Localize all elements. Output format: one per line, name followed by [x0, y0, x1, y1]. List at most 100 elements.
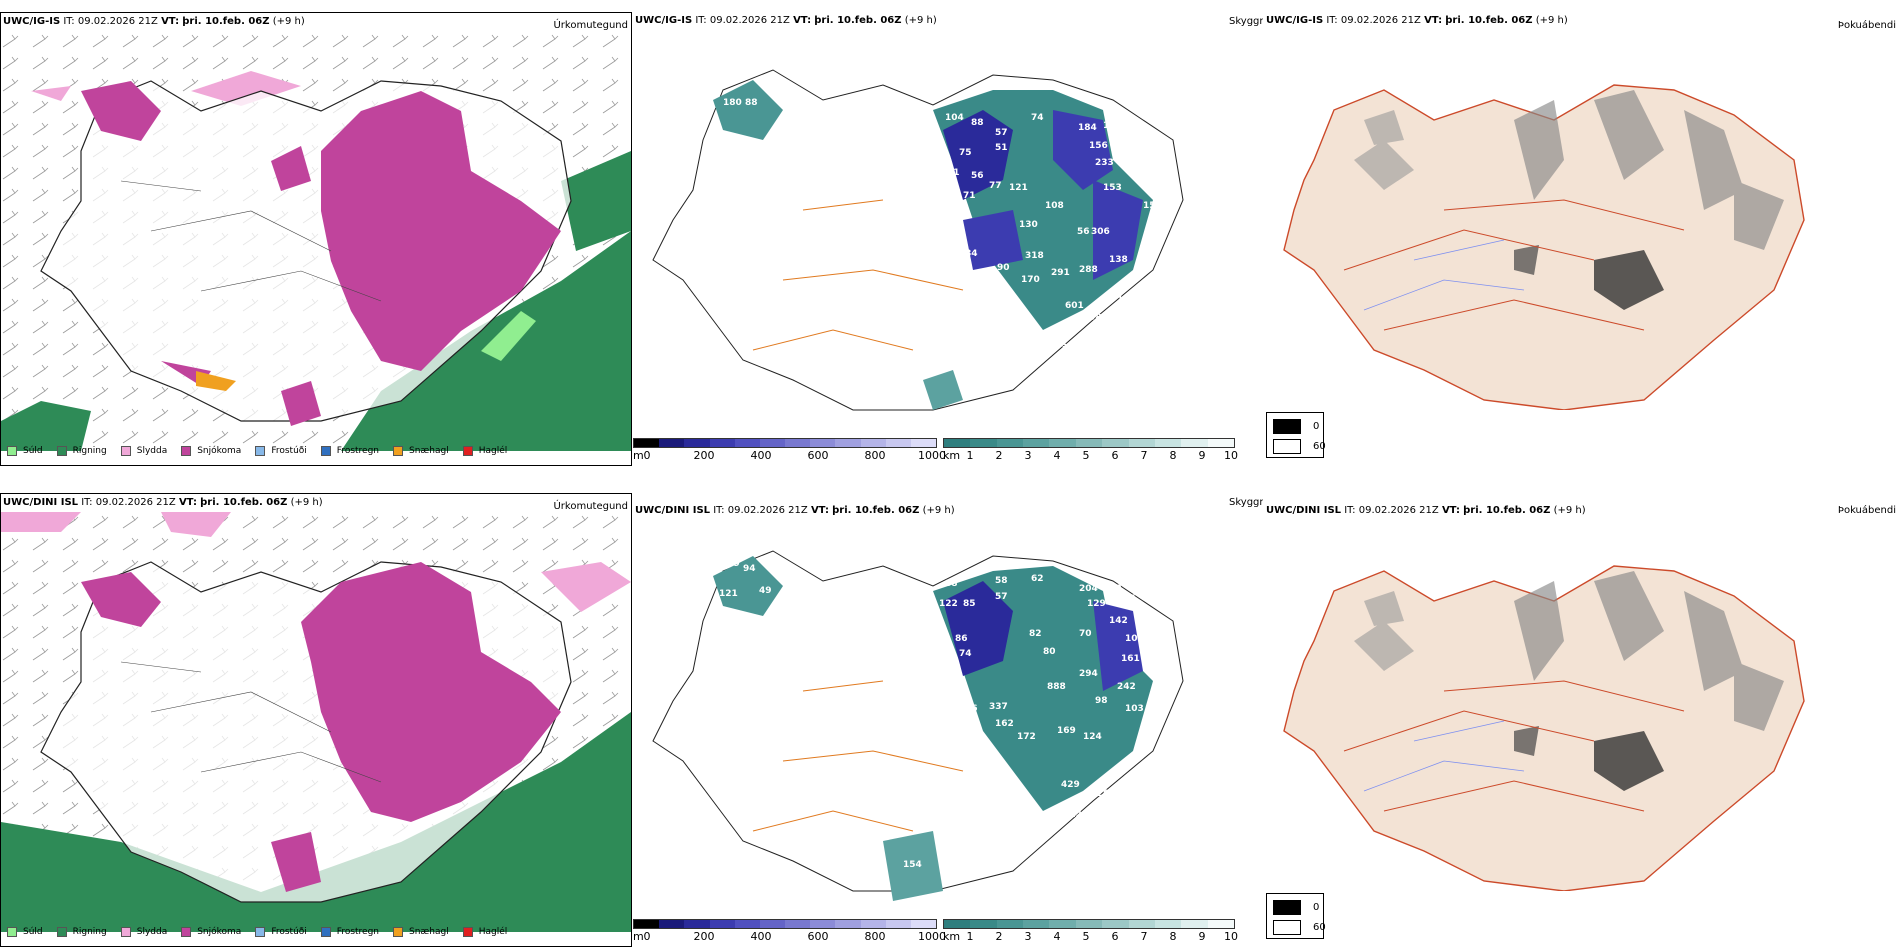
visibility-value: 337 — [989, 702, 1008, 712]
visibility-value: 122 — [939, 599, 958, 609]
visibility-value: 139 — [721, 559, 740, 569]
legend-item: Rigning — [56, 446, 107, 456]
fog-map-panel-bottom: UWC/DINI ISL IT: 09.02.2026 21Z VT: þri.… — [1264, 493, 1900, 893]
elevation-colorbar — [633, 919, 937, 929]
visibility-value: 57 — [995, 592, 1008, 602]
legend-swatch — [120, 446, 131, 456]
visibility-value: 207 — [1097, 789, 1116, 799]
visibility-value: 989 — [1089, 313, 1108, 323]
visibility-unit: km — [943, 930, 961, 943]
model-name: UWC/DINI ISL — [3, 497, 79, 508]
visibility-value: 129 — [1087, 599, 1106, 609]
visibility-value: 180 — [723, 98, 742, 108]
panel-header: UWC/IG-IS IT: 09.02.2026 21Z VT: þri. 10… — [1266, 15, 1568, 26]
visibility-value: 88 — [745, 98, 758, 108]
visibility-value: 288 — [1079, 265, 1098, 275]
visibility-value: 124 — [1083, 732, 1102, 742]
visibility-value: 134 — [1117, 594, 1136, 604]
legend-swatch — [393, 927, 404, 937]
visibility-value: 104 — [945, 113, 964, 123]
legend-item: Snjókoma — [181, 927, 241, 937]
visibility-map-panel-bottom: UWC/DINI ISL IT: 09.02.2026 21Z VT: þri.… — [633, 493, 1263, 947]
visibility-map: 180 88 104 88 57 74 75 51 184 176 260 15… — [652, 69, 1184, 411]
visibility-value: 58 — [995, 576, 1008, 586]
visibility-value: 318 — [1025, 251, 1044, 261]
visibility-value: 172 — [1017, 732, 1036, 742]
visibility-colorbar — [943, 919, 1235, 929]
fog-swatch — [1273, 920, 1301, 935]
visibility-value: 56 — [1077, 227, 1090, 237]
visibility-unit: km — [943, 449, 961, 462]
legend-item: Rigning — [56, 927, 107, 937]
legend-swatch — [320, 927, 331, 937]
panel-title: Þokuábendi — [1837, 505, 1896, 516]
legend-swatch — [56, 927, 67, 937]
visibility-value: 84 — [965, 249, 978, 259]
visibility-value: 89 — [1149, 235, 1162, 245]
panel-title: Skyggni — [1229, 16, 1263, 27]
legend-item: Frostregn — [320, 927, 379, 937]
visibility-value: 103 — [1125, 704, 1144, 714]
visibility-value: 282 — [1103, 584, 1122, 594]
visibility-map: 139 94 121 49 88 58 57 62 204 282 129 13… — [652, 550, 1184, 901]
panel-title: Úrkomutegund — [553, 20, 628, 31]
panel-title: Úrkomutegund — [553, 501, 628, 512]
legend-swatch — [56, 446, 67, 456]
visibility-value: 601 — [1065, 301, 1084, 311]
precip-legend: Súld Rigning Slydda Snjókoma Frostúði Fr… — [7, 923, 521, 941]
precip-map — [1, 31, 631, 451]
model-name: UWC/DINI ISL — [1266, 505, 1342, 516]
visibility-value: 76 — [965, 704, 978, 714]
panel-header: UWC/IG-IS IT: 09.02.2026 21Z VT: þri. 10… — [3, 16, 305, 27]
legend-item: Frostúði — [255, 927, 307, 937]
visibility-value: 154 — [1143, 201, 1162, 211]
visibility-value: 85 — [963, 599, 976, 609]
visibility-value: 74 — [959, 649, 972, 659]
model-name: UWC/DINI ISL — [635, 505, 711, 516]
visibility-value: 291 — [1051, 268, 1070, 278]
model-name: UWC/IG-IS — [635, 15, 693, 26]
fog-map — [1283, 84, 1805, 410]
panel-header: UWC/DINI ISL IT: 09.02.2026 21Z VT: þri.… — [635, 505, 955, 516]
legend-swatch — [181, 927, 192, 937]
visibility-value: 71 — [963, 191, 976, 201]
elevation-unit: m — [633, 449, 644, 462]
visibility-value: 86 — [955, 634, 968, 644]
fog-swatch — [1273, 419, 1301, 434]
precip-map-panel-bottom: UWC/DINI ISL IT: 09.02.2026 21Z VT: þri.… — [0, 493, 632, 947]
visibility-value: 74 — [1031, 113, 1044, 123]
visibility-value: 184 — [1078, 123, 1097, 133]
legend-swatch — [462, 446, 473, 456]
visibility-value: 82 — [945, 258, 958, 268]
legend-swatch — [7, 927, 17, 937]
visibility-value: 77 — [989, 181, 1002, 191]
visibility-value: 242 — [1117, 682, 1136, 692]
visibility-value: 90 — [997, 263, 1010, 273]
legend-item: Slydda — [120, 927, 167, 937]
visibility-value: 176 — [1103, 121, 1122, 131]
visibility-value: 138 — [1109, 255, 1128, 265]
visibility-map-panel-top: UWC/IG-IS IT: 09.02.2026 21Z VT: þri. 10… — [633, 12, 1263, 466]
visibility-value: 88 — [971, 118, 984, 128]
legend-item: Snæhagl — [393, 446, 449, 456]
visibility-value: 272 — [909, 393, 928, 403]
fog-key-bottom: 0 60 — [1266, 893, 1326, 939]
legend-item: Súld — [7, 927, 43, 937]
elevation-unit: m — [633, 930, 644, 943]
panel-header: UWC/DINI ISL IT: 09.02.2026 21Z VT: þri.… — [1266, 505, 1586, 516]
legend-swatch — [393, 446, 404, 456]
visibility-value: 294 — [1079, 669, 1098, 679]
legend-swatch — [462, 927, 473, 937]
legend-swatch — [255, 446, 266, 456]
visibility-value: 154 — [903, 860, 922, 870]
panel-header: UWC/IG-IS IT: 09.02.2026 21Z VT: þri. 10… — [635, 15, 937, 26]
visibility-value: 89 — [1121, 278, 1134, 288]
visibility-value-labels: 139 94 121 49 88 58 57 62 204 282 129 13… — [719, 559, 1154, 870]
fog-swatch — [1273, 439, 1301, 454]
visibility-value: 77 — [1141, 622, 1154, 632]
legend-swatch — [120, 927, 131, 937]
visibility-value: 103 — [1125, 634, 1144, 644]
precip-map-panel-top: UWC/IG-IS IT: 09.02.2026 21Z VT: þri. 10… — [0, 12, 632, 466]
visibility-value: 130 — [1019, 220, 1038, 230]
precip-map — [1, 512, 631, 932]
